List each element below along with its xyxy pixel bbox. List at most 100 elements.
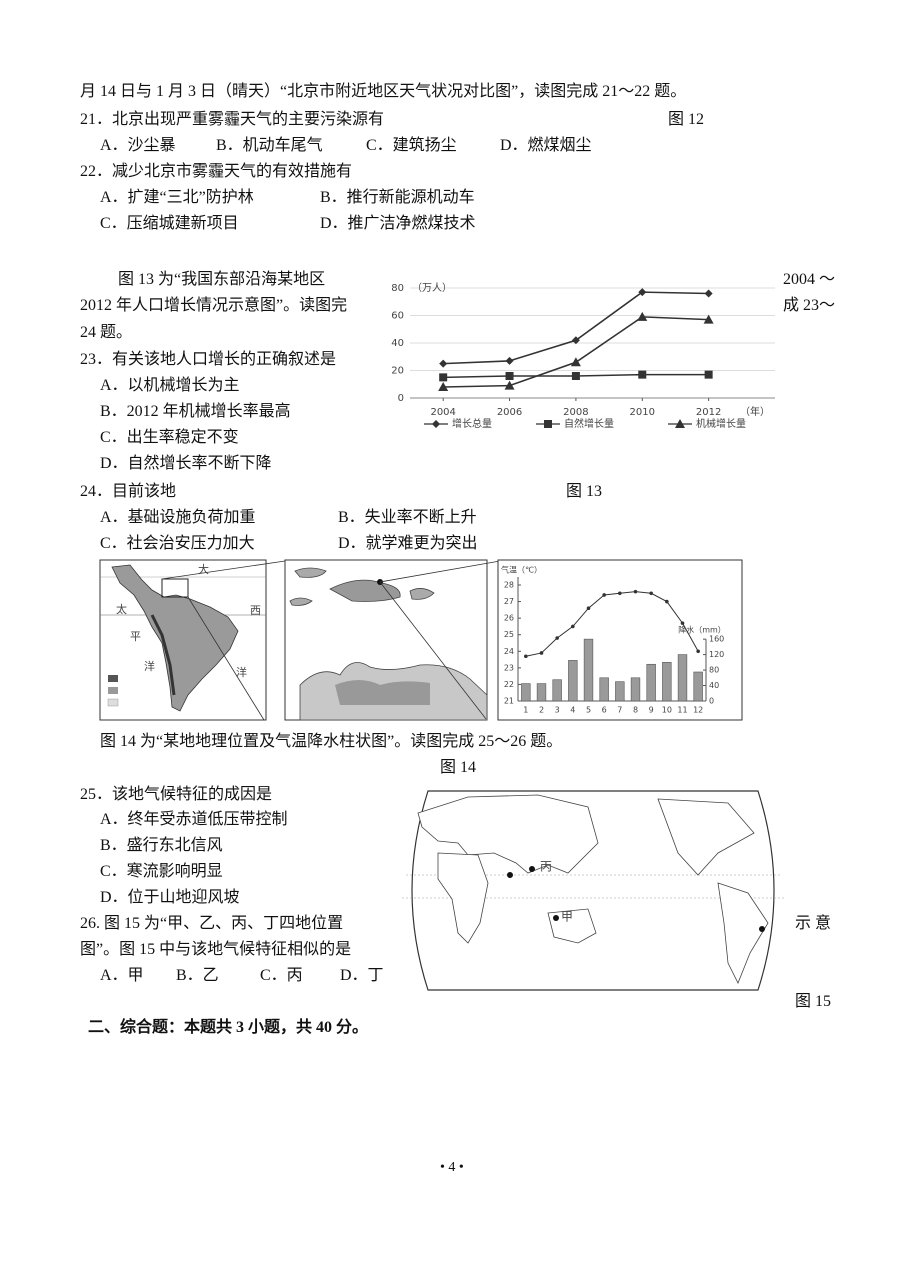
paragraph-line: 2012 年人口增长情况示意图”。读图完 [80, 297, 348, 314]
x-tick-label: 1 [523, 706, 528, 715]
legend-swatch [544, 420, 552, 428]
option: A．终年受赤道低压带控制 [100, 811, 288, 828]
question-stem: 21．北京出现严重雾霾天气的主要污染源有 [80, 111, 385, 128]
paragraph-line: 24 题。 [80, 324, 133, 341]
section-heading: 二、综合题：本题共 3 小题，共 40 分。 [88, 1019, 369, 1036]
marker [704, 370, 713, 379]
marker [439, 359, 448, 368]
marker [571, 372, 580, 380]
question-stem: 图”。图 15 中与该地气候特征相似的是 [80, 941, 352, 958]
y-tick-label: 22 [504, 680, 514, 689]
figure-label: 图 12 [668, 111, 705, 128]
option: D．燃煤烟尘 [500, 137, 592, 154]
temperature-point [539, 651, 544, 655]
legend-swatch [675, 419, 685, 428]
option: A．甲 [100, 967, 144, 984]
paragraph-line: 成 23～ [783, 297, 836, 314]
option: B．机动车尾气 [216, 137, 323, 154]
figure-label: 图 15 [795, 993, 832, 1010]
precip-bar [552, 679, 562, 702]
caption: 图 14 为“某地地理位置及气温降水柱状图”。读图完成 25～26 题。 [100, 733, 563, 750]
y-tick-label: 0 [398, 393, 404, 404]
population-chart: 0 20 40 60 80 2004 2006 2008 2010 2012 （万人） （年） 增长总量… [391, 282, 775, 430]
temperature-line [525, 591, 699, 657]
y-axis-label: （万人） [412, 282, 452, 294]
question-stem: 22．减少北京市雾霾天气的有效措施有 [80, 163, 353, 180]
map-south-america: 大 太 西 平 洋 洋 [99, 559, 267, 721]
y-tick-label: 20 [391, 366, 404, 377]
option: D．就学难更为突出 [338, 535, 478, 552]
question-stem: 示 意 [795, 915, 832, 932]
y2-tick-label: 120 [709, 650, 724, 659]
x-tick-label: 2010 [630, 407, 655, 418]
x-tick-label: 2006 [497, 407, 522, 418]
page-number: • 4 • [440, 1160, 464, 1175]
legend-label: 增长总量 [452, 417, 492, 430]
option: D．推广洁净燃煤技术 [320, 215, 476, 232]
x-tick-label: 2008 [563, 407, 588, 418]
intro: 月 14 日与 1 月 3 日（晴天）“北京市附近地区天气状况对比图”，读图完成… [80, 83, 687, 100]
marker [571, 336, 580, 345]
option: B．失业率不断上升 [338, 509, 477, 526]
map-label: 平 [130, 630, 141, 643]
option: D．位于山地迎风坡 [100, 889, 240, 906]
y-axis-label: 气温（℃） [501, 565, 542, 575]
marker [570, 357, 581, 367]
option: B．2012 年机械增长率最高 [100, 403, 291, 420]
option: A．基础设施负荷加重 [100, 509, 256, 526]
marker [638, 370, 647, 379]
precip-bar [568, 660, 578, 702]
x-tick-label: 11 [677, 706, 687, 715]
y-tick-label: 80 [391, 283, 404, 294]
precip-bar [583, 638, 594, 702]
x-axis-label: （年） [740, 405, 770, 418]
y-tick-label: 28 [504, 581, 514, 590]
legend-swatch [432, 420, 440, 428]
temperature-point [680, 621, 685, 625]
option: A．沙尘暴 [100, 137, 176, 154]
temperature-point [524, 654, 528, 659]
x-tick-label: 2004 [430, 407, 455, 418]
paragraph-line: 2004 ～ [783, 271, 836, 288]
x-tick-label: 8 [633, 706, 638, 715]
series-line [443, 291, 709, 365]
figure-label: 图 14 [440, 759, 477, 776]
temperature-point [586, 606, 591, 610]
temperature-point [696, 649, 700, 654]
precip-bar [662, 662, 672, 702]
x-tick-label: 2 [539, 706, 544, 715]
world-map: 丙 甲 [402, 790, 784, 991]
precip-bar [536, 683, 547, 702]
marker [638, 288, 647, 297]
y-tick-label: 24 [504, 647, 514, 656]
y-tick-label: 23 [504, 663, 514, 672]
x-tick-label: 7 [617, 706, 622, 715]
paragraph-line: 图 13 为“我国东部沿海某地区 [118, 271, 326, 288]
precip-bar [630, 677, 641, 702]
option: B．盛行东北信风 [100, 837, 223, 854]
question-stem: 25．该地气候特征的成因是 [80, 786, 273, 803]
figure-14: 大 太 西 平 洋 洋 212223242526272804080120160气… [99, 559, 743, 721]
option: C．出生率稳定不变 [100, 429, 239, 446]
y2-axis-label: 降水（mm） [678, 625, 726, 635]
x-tick-label: 12 [693, 706, 703, 715]
temperature-point [555, 636, 559, 640]
option: A．以机械增长为主 [100, 377, 240, 394]
map-label: 丙 [540, 860, 552, 874]
option: A．扩建“三北”防护林 [100, 189, 254, 206]
precip-bar [646, 663, 656, 702]
marker [505, 372, 514, 380]
precip-bar [521, 683, 531, 702]
y2-tick-label: 160 [709, 635, 724, 644]
option: D．丁 [340, 967, 384, 984]
y-tick-label: 40 [391, 338, 404, 349]
y-tick-label: 21 [504, 697, 514, 706]
x-tick-label: 2012 [696, 407, 721, 418]
y2-tick-label: 0 [709, 697, 714, 706]
x-tick-label: 6 [602, 706, 607, 715]
option: C．寒流影响明显 [100, 863, 223, 880]
option: B．乙 [176, 967, 219, 984]
question-stem: 24．目前该地 [80, 483, 177, 500]
marker [439, 373, 448, 382]
